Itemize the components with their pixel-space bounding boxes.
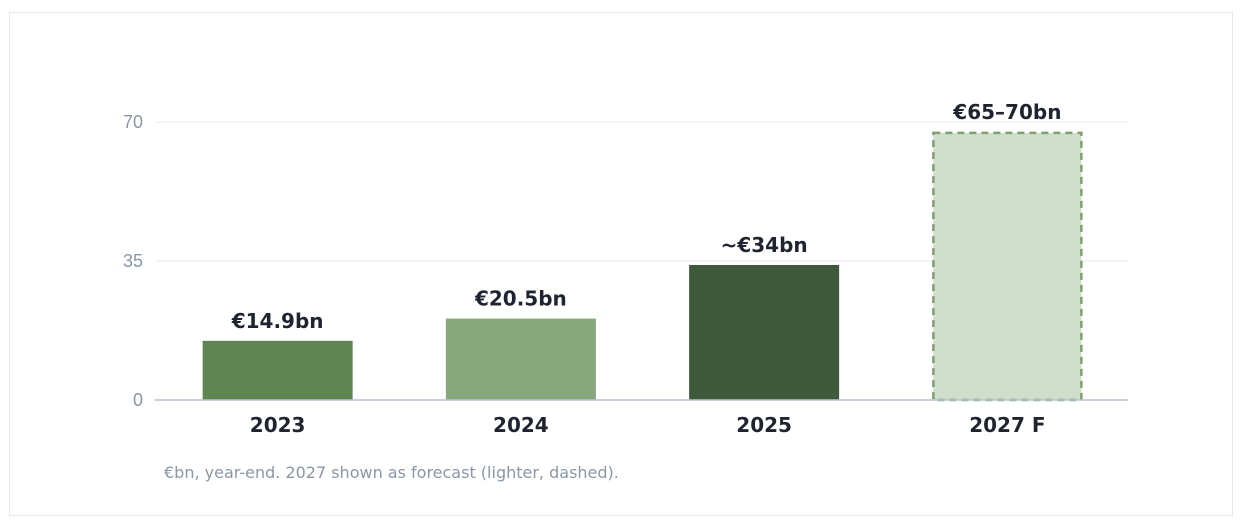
forecast-bar [932, 131, 1083, 402]
bar [689, 264, 840, 400]
x-category-label: 2023 [250, 413, 306, 437]
x-category-label: 2025 [736, 413, 792, 437]
data-label: €65–70bn [952, 100, 1061, 124]
bar-chart: 0 35 70 €14.9bn 2023 €20.5bn 2024 ~€34bn 2025 €65… [123, 100, 1128, 437]
y-tick-label: 0 [133, 390, 143, 410]
bar [202, 340, 353, 400]
y-tick-label: 70 [123, 112, 143, 132]
chart-card: 0 35 70 €14.9bn 2023 €20.5bn 2024 ~€34bn 2025 €65… [9, 12, 1233, 516]
data-label: ~€34bn [721, 233, 808, 257]
y-tick-label: 35 [123, 251, 143, 271]
data-label: €20.5bn [474, 287, 567, 311]
data-label: €14.9bn [231, 309, 324, 333]
x-category-label: 2024 [493, 413, 549, 437]
chart-caption: €bn, year-end. 2027 shown as forecast (l… [164, 463, 619, 482]
x-category-label: 2027 F [969, 413, 1045, 437]
bar [445, 318, 596, 400]
